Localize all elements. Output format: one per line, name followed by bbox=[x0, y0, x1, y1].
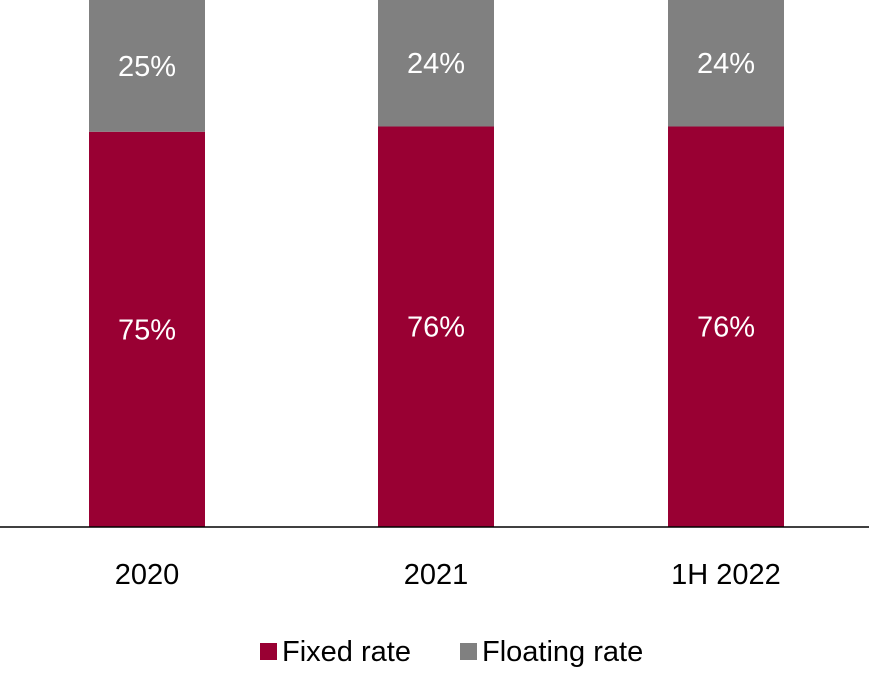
data-label-fixed-rate-2020: 75% bbox=[118, 314, 176, 346]
bar-floating-rate-1h-2022 bbox=[668, 0, 784, 127]
data-label-floating-rate-2021: 24% bbox=[407, 48, 465, 80]
x-tick-label-1h-2022: 1H 2022 bbox=[671, 559, 781, 591]
bar-floating-rate-2020 bbox=[89, 0, 205, 132]
data-label-fixed-rate-1h-2022: 76% bbox=[697, 312, 755, 344]
legend-label-fixed-rate: Fixed rate bbox=[282, 636, 411, 668]
data-label-floating-rate-1h-2022: 24% bbox=[697, 48, 755, 80]
legend-swatch-fixed-rate bbox=[260, 643, 277, 660]
bar-fixed-rate-2021 bbox=[378, 126, 494, 527]
legend-swatch-floating-rate bbox=[460, 643, 477, 660]
bar-fixed-rate-2020 bbox=[89, 131, 205, 527]
data-labels-layer: 75% 25% 76% 24% 76% 24% bbox=[118, 48, 755, 346]
x-tick-label-2020: 2020 bbox=[115, 559, 180, 591]
data-label-fixed-rate-2021: 76% bbox=[407, 312, 465, 344]
data-label-floating-rate-2020: 25% bbox=[118, 51, 176, 83]
legend: Fixed rate Floating rate bbox=[260, 636, 643, 668]
legend-label-floating-rate: Floating rate bbox=[482, 636, 643, 668]
bars-layer bbox=[89, 0, 784, 527]
x-axis: 2020 2021 1H 2022 bbox=[0, 526, 869, 591]
bar-fixed-rate-1h-2022 bbox=[668, 126, 784, 527]
x-tick-label-2021: 2021 bbox=[404, 559, 469, 591]
bar-floating-rate-2021 bbox=[378, 0, 494, 127]
